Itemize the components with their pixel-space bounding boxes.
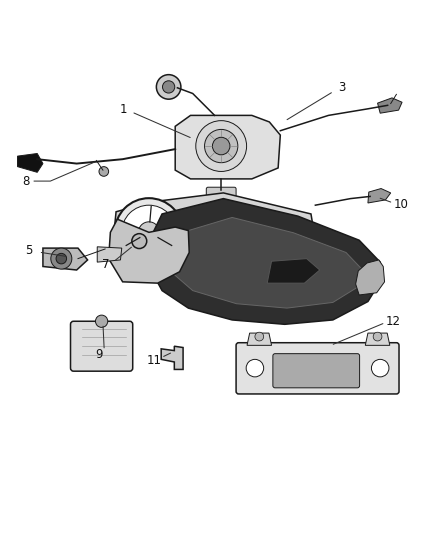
- Circle shape: [138, 222, 159, 243]
- Text: 5: 5: [25, 244, 32, 257]
- Circle shape: [132, 233, 147, 248]
- Circle shape: [255, 332, 264, 341]
- Polygon shape: [170, 217, 363, 308]
- Text: 10: 10: [394, 198, 409, 211]
- Circle shape: [56, 253, 67, 264]
- Circle shape: [246, 359, 264, 377]
- Circle shape: [51, 248, 72, 269]
- Polygon shape: [267, 259, 320, 283]
- Circle shape: [196, 120, 247, 172]
- Polygon shape: [18, 154, 43, 172]
- FancyBboxPatch shape: [236, 343, 399, 394]
- Circle shape: [212, 138, 230, 155]
- Polygon shape: [149, 199, 381, 324]
- FancyBboxPatch shape: [206, 187, 236, 200]
- Circle shape: [122, 205, 176, 260]
- Polygon shape: [378, 98, 402, 113]
- Polygon shape: [115, 193, 313, 227]
- Text: 3: 3: [338, 82, 345, 94]
- Polygon shape: [109, 219, 189, 283]
- Polygon shape: [161, 346, 183, 369]
- Circle shape: [371, 359, 389, 377]
- Polygon shape: [365, 333, 390, 345]
- FancyBboxPatch shape: [273, 354, 360, 388]
- Circle shape: [162, 81, 175, 93]
- Circle shape: [156, 75, 181, 99]
- FancyBboxPatch shape: [71, 321, 133, 371]
- Circle shape: [115, 198, 183, 266]
- Text: 1: 1: [120, 103, 127, 116]
- Polygon shape: [356, 260, 385, 295]
- Text: 8: 8: [23, 175, 30, 188]
- Polygon shape: [97, 247, 122, 262]
- Text: 9: 9: [95, 348, 102, 361]
- Text: 7: 7: [102, 258, 110, 271]
- Polygon shape: [247, 333, 272, 345]
- Circle shape: [95, 315, 108, 327]
- Polygon shape: [175, 115, 280, 179]
- Polygon shape: [368, 189, 391, 203]
- Text: 12: 12: [386, 315, 401, 328]
- Circle shape: [99, 167, 109, 176]
- Polygon shape: [43, 248, 88, 270]
- Circle shape: [205, 130, 238, 163]
- Text: 11: 11: [147, 354, 162, 367]
- Circle shape: [373, 332, 382, 341]
